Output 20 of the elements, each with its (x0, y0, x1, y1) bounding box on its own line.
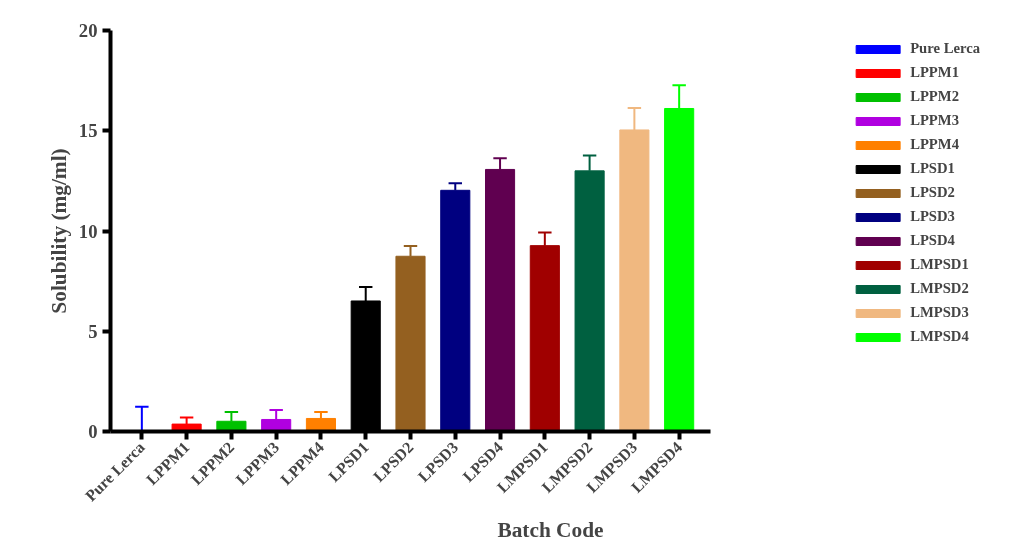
legend-label: LPPM4 (910, 136, 959, 153)
legend-label: LPPM2 (910, 88, 959, 105)
legend-label: LPSD4 (910, 232, 955, 249)
y-axis-title: Solubility (mg/ml) (46, 148, 71, 314)
legend-label: LMPSD1 (910, 256, 969, 273)
y-tick-label: 10 (78, 220, 98, 242)
x-axis-title: Batch Code (497, 518, 604, 543)
y-tick-label: 0 (88, 421, 98, 442)
y-tick-label: 5 (88, 320, 98, 342)
legend-label: LPSD1 (910, 160, 955, 177)
legend-label: LPPM1 (910, 64, 959, 81)
legend-label: LMPSD2 (910, 280, 969, 297)
y-tick-label: 20 (78, 20, 98, 41)
legend-label: LPSD2 (910, 184, 955, 201)
legend-label: LPPM3 (910, 112, 959, 129)
legend-label: Pure Lerca (910, 40, 980, 57)
legend-label: LMPSD3 (910, 304, 969, 321)
legend-label: LPSD3 (910, 208, 955, 225)
legend-label: LMPSD4 (910, 328, 969, 345)
y-tick-label: 15 (78, 120, 98, 142)
